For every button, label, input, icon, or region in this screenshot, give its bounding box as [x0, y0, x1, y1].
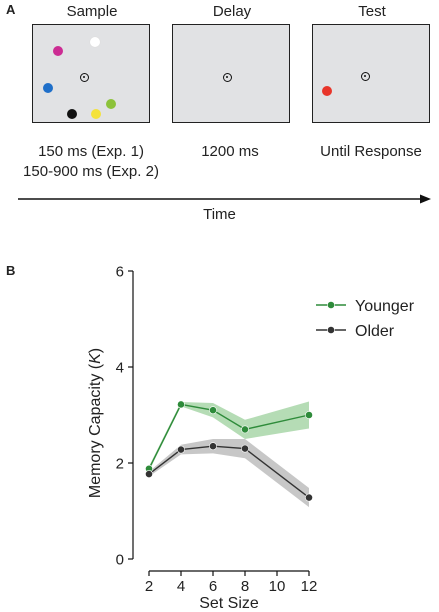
- x-tick-label: 10: [269, 578, 286, 595]
- younger-legend-label: Younger: [355, 298, 415, 315]
- fixation-point: [80, 73, 89, 82]
- younger-error-band: [149, 401, 309, 472]
- older-point: [241, 444, 249, 453]
- fixation-point: [361, 72, 370, 81]
- y-tick-label: 0: [116, 552, 124, 569]
- red-dot: [322, 86, 332, 96]
- y-tick-label: 4: [116, 360, 124, 377]
- delay-title: Delay: [212, 3, 252, 20]
- green-dot: [106, 99, 116, 109]
- sample-caption-line-1: 150 ms (Exp. 1): [38, 143, 144, 160]
- sample-title: Sample: [66, 3, 118, 20]
- sample-frame: [32, 24, 150, 123]
- delay-caption: 1200 ms: [201, 143, 259, 160]
- x-axis-label: Set Size: [199, 595, 259, 612]
- x-tick-label: 6: [209, 578, 217, 595]
- x-tick-label: 4: [177, 578, 185, 595]
- test-frame: [312, 24, 430, 123]
- time-label: Time: [203, 206, 236, 223]
- panel-b-label: B: [6, 263, 16, 278]
- x-tick-label: 2: [145, 578, 153, 595]
- older-legend-label: Older: [355, 323, 395, 340]
- test-caption: Until Response: [320, 143, 422, 160]
- black-dot: [67, 109, 77, 119]
- older-error-band: [149, 439, 309, 508]
- older-point: [177, 445, 185, 454]
- older-point: [305, 493, 313, 502]
- younger-point: [177, 400, 185, 409]
- magenta-dot: [53, 46, 63, 56]
- y-tick-label: 2: [116, 456, 124, 473]
- time-arrow: [18, 194, 431, 204]
- younger-point: [241, 425, 249, 434]
- younger-legend-marker: [327, 301, 335, 309]
- sample-caption-line-2: 150-900 ms (Exp. 2): [23, 163, 159, 180]
- test-title: Test: [358, 3, 386, 20]
- x-tick-label: 8: [241, 578, 249, 595]
- y-axis-label: Memory Capacity (K): [87, 348, 104, 498]
- white-dot: [90, 37, 100, 47]
- y-tick-label: 6: [116, 264, 124, 281]
- younger-point: [209, 406, 217, 415]
- panel-a-label: A: [6, 2, 16, 17]
- blue-dot: [43, 83, 53, 93]
- younger-point: [305, 411, 313, 419]
- yellow-dot: [91, 109, 101, 119]
- older-legend-marker: [327, 326, 335, 334]
- delay-frame: [172, 24, 290, 123]
- older-point: [145, 470, 153, 478]
- x-tick-label: 12: [301, 578, 318, 595]
- fixation-point: [223, 73, 232, 82]
- older-point: [209, 442, 217, 451]
